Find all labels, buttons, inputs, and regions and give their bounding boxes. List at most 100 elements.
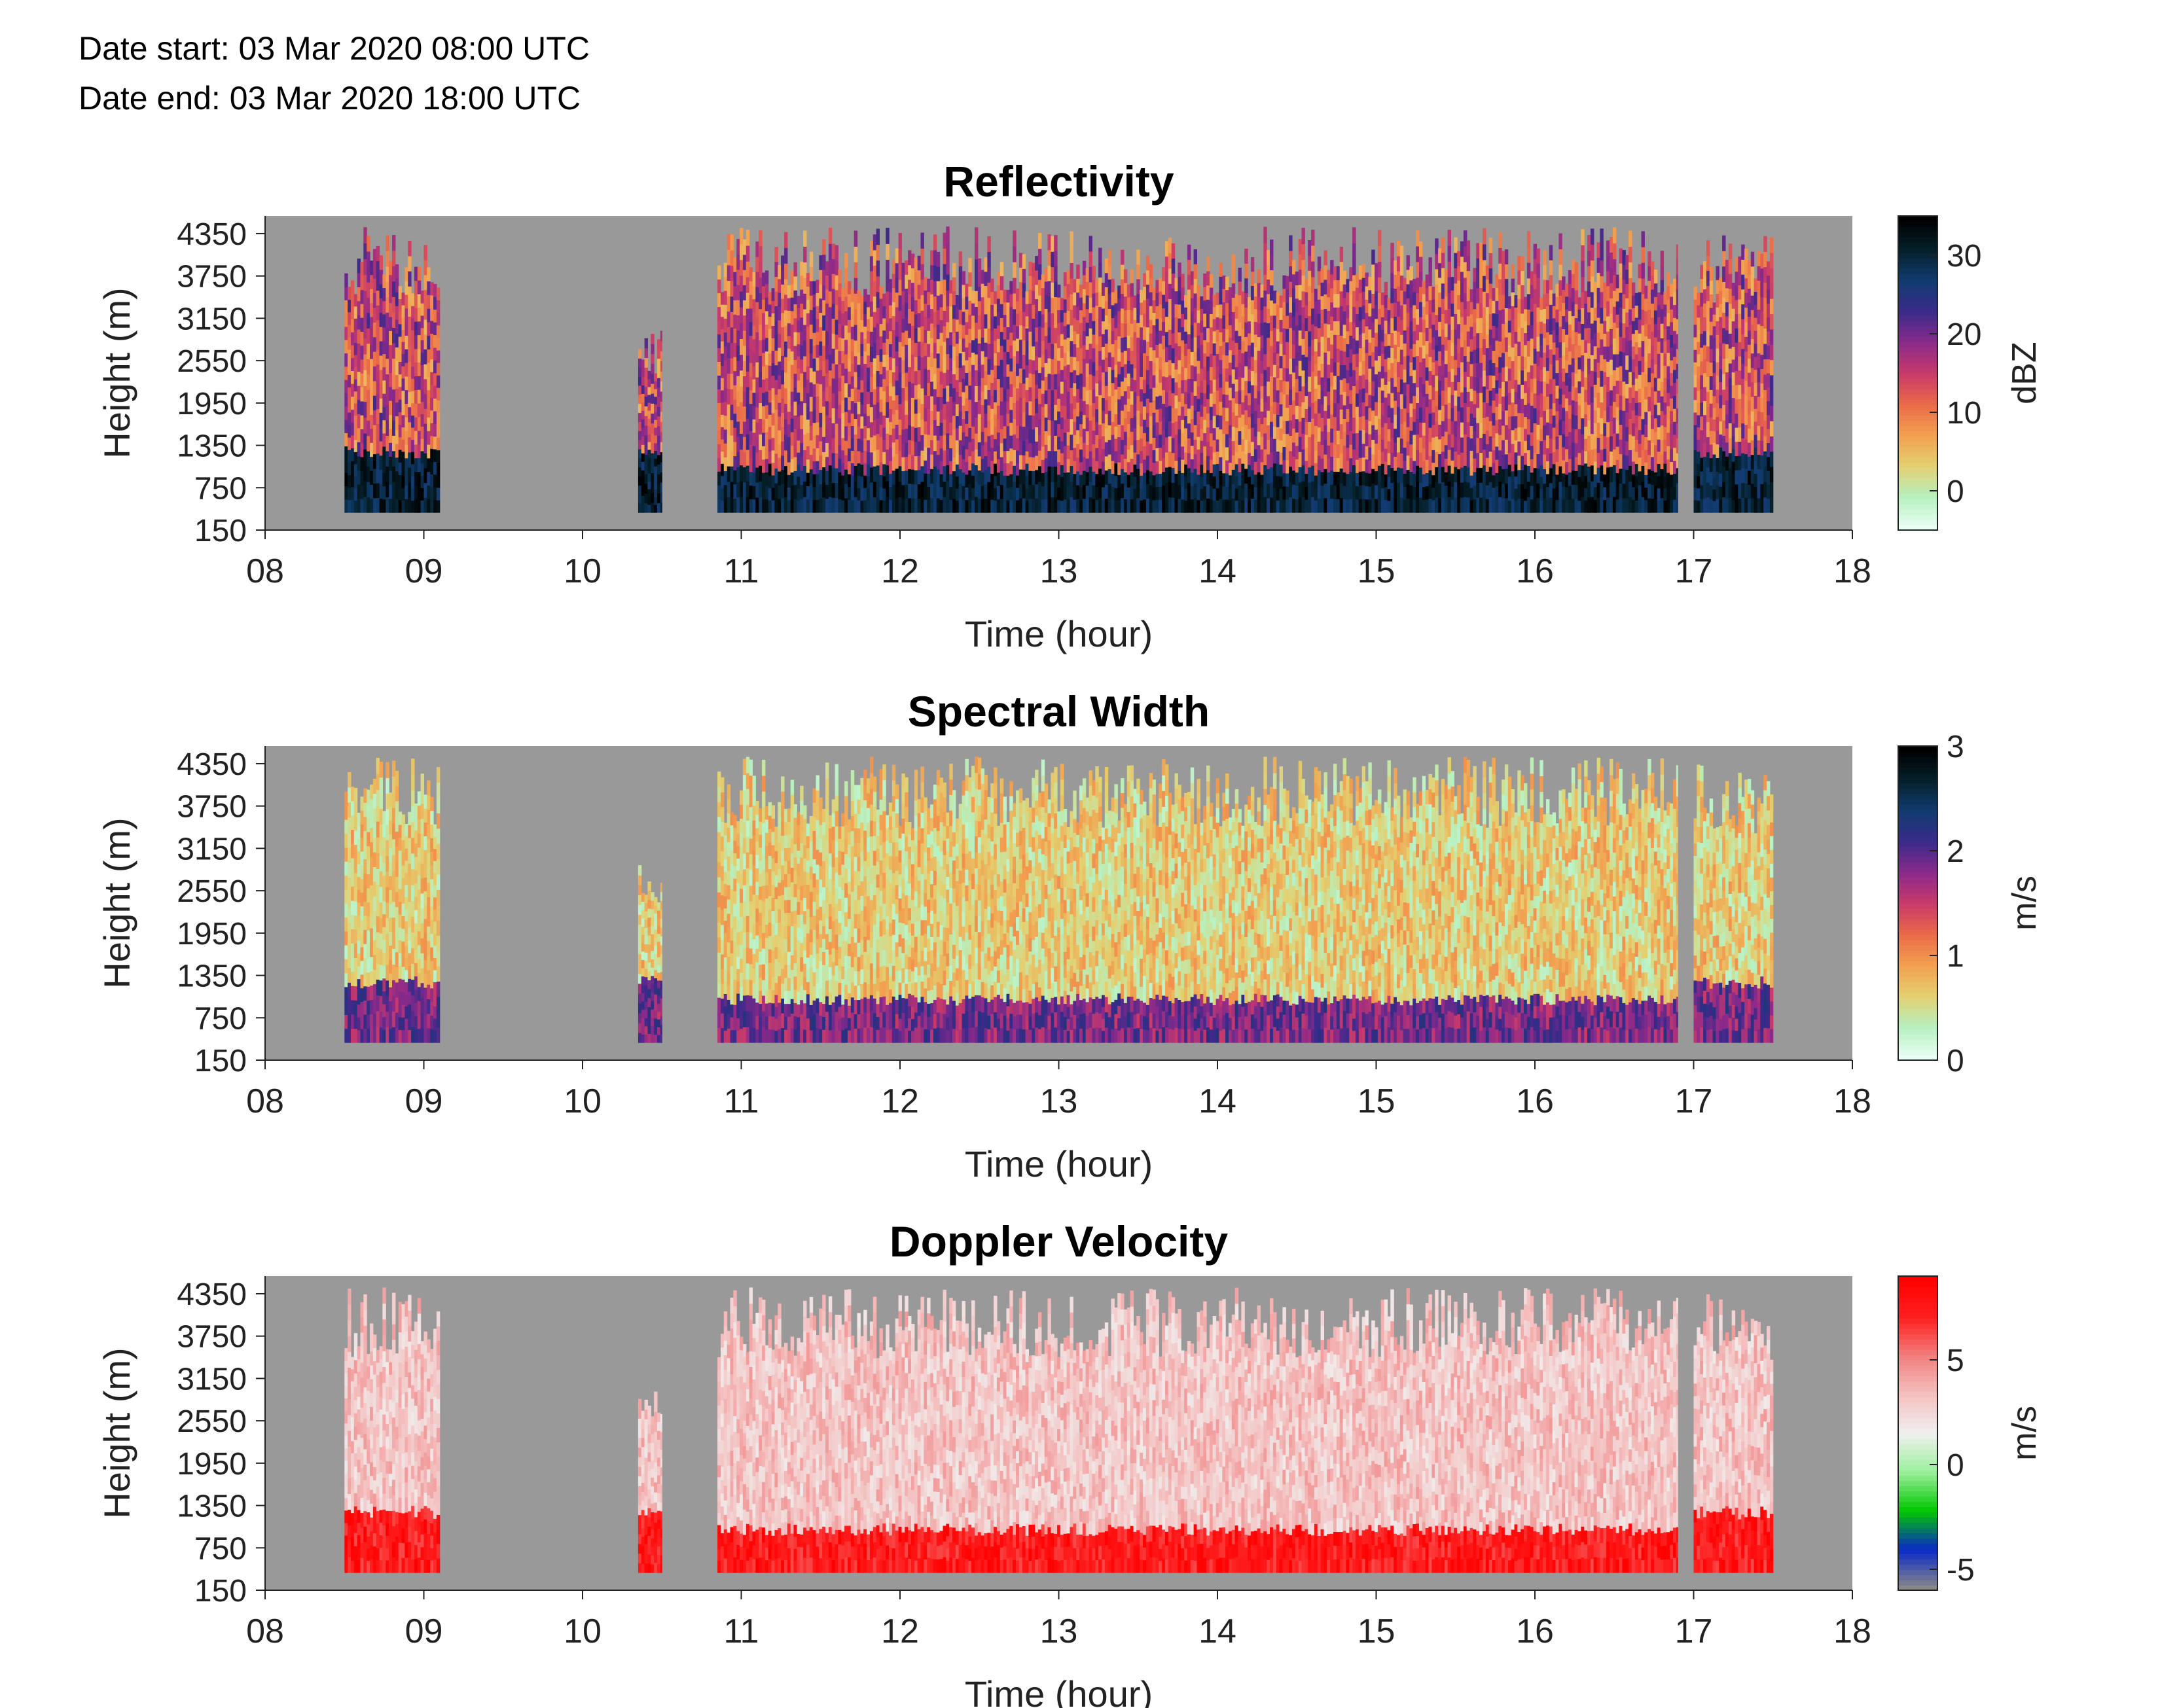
heatmap-cell — [389, 428, 393, 443]
heatmap-cell — [1174, 317, 1178, 330]
heatmap-cell — [920, 450, 924, 467]
heatmap-cell — [765, 458, 769, 472]
heatmap-cell — [353, 391, 358, 404]
heatmap-cell — [423, 289, 427, 305]
heatmap-cell — [771, 363, 775, 376]
heatmap-cell — [408, 406, 412, 423]
heatmap-cell — [1032, 332, 1035, 347]
heatmap-cell — [1171, 347, 1176, 364]
heatmap-cell — [901, 346, 905, 361]
heatmap-cell — [771, 338, 775, 351]
heatmap-cell — [831, 452, 836, 469]
heatmap-cell — [1171, 363, 1176, 378]
heatmap-cell — [968, 329, 972, 344]
heatmap-cell — [1441, 420, 1445, 436]
heatmap-cell — [939, 486, 943, 500]
heatmap-cell — [1197, 449, 1200, 463]
heatmap-cell — [1349, 349, 1353, 363]
heatmap-cell — [994, 426, 998, 440]
heatmap-cell — [1260, 423, 1264, 437]
heatmap-cell — [914, 300, 918, 315]
heatmap-cell — [1066, 364, 1071, 378]
heatmap-cell — [723, 262, 728, 277]
heatmap-cell — [1450, 368, 1454, 382]
heatmap-cell — [939, 319, 943, 333]
heatmap-cell — [1346, 279, 1350, 293]
heatmap-cell — [891, 428, 896, 443]
heatmap-cell — [1399, 497, 1404, 513]
heatmap-cell — [848, 499, 852, 513]
heatmap-cell — [1416, 277, 1420, 294]
heatmap-cell — [793, 346, 797, 360]
heatmap-cell — [1263, 401, 1267, 418]
heatmap-cell — [984, 441, 988, 456]
heatmap-cell — [382, 406, 386, 421]
heatmap-cell — [1257, 377, 1261, 391]
heatmap-cell — [1380, 427, 1385, 440]
heatmap-cell — [1428, 313, 1432, 329]
heatmap-cell — [793, 429, 797, 444]
heatmap-cell — [838, 404, 842, 419]
heatmap-cell — [1473, 363, 1477, 378]
heatmap-cell — [914, 470, 918, 485]
heatmap-cell — [955, 331, 960, 344]
heatmap-cell — [1394, 428, 1397, 443]
heatmap-cell — [357, 455, 361, 471]
heatmap-cell — [1330, 400, 1334, 415]
heatmap-cell — [420, 389, 424, 402]
heatmap-cell — [962, 378, 965, 393]
heatmap-cell — [1171, 318, 1176, 334]
heatmap-cell — [825, 429, 829, 443]
heatmap-cell — [790, 499, 795, 513]
heatmap-cell — [778, 389, 782, 403]
heatmap-cell — [414, 403, 418, 418]
heatmap-cell — [797, 344, 801, 357]
heatmap-cell — [987, 297, 991, 313]
heatmap-cell — [1298, 497, 1303, 513]
heatmap-cell — [1082, 498, 1087, 513]
heatmap-cell — [1248, 440, 1251, 454]
heatmap-cell — [1422, 345, 1426, 359]
heatmap-cell — [344, 300, 348, 314]
heatmap-cell — [1244, 293, 1248, 308]
heatmap-cell — [392, 235, 396, 251]
heatmap-cell — [1447, 277, 1451, 293]
heatmap-cell — [1327, 404, 1331, 419]
heatmap-cell — [768, 414, 772, 427]
heatmap-cell — [787, 285, 791, 298]
heatmap-cell — [1006, 438, 1010, 452]
heatmap-cell — [1003, 488, 1007, 501]
heatmap-cell — [1323, 366, 1327, 382]
heatmap-cell — [1123, 444, 1128, 459]
heatmap-cell — [1301, 307, 1305, 323]
heatmap-cell — [879, 412, 883, 425]
heatmap-cell — [990, 304, 994, 318]
heatmap-cell — [1466, 315, 1471, 332]
heatmap-cell — [1234, 452, 1239, 465]
heatmap-cell — [1133, 380, 1137, 393]
heatmap-cell — [1425, 472, 1430, 487]
heatmap-cell — [1289, 312, 1293, 329]
heatmap-cell — [920, 248, 924, 264]
heatmap-cell — [797, 368, 801, 381]
heatmap-cell — [1066, 283, 1071, 298]
heatmap-cell — [755, 287, 759, 302]
heatmap-cell — [1356, 327, 1359, 341]
heatmap-cell — [958, 367, 963, 383]
heatmap-cell — [1308, 376, 1312, 392]
heatmap-cell — [800, 498, 804, 513]
heatmap-cell — [901, 360, 905, 374]
heatmap-cell — [427, 308, 431, 323]
heatmap-cell — [1089, 451, 1092, 467]
heatmap-cell — [1308, 255, 1312, 271]
heatmap-cell — [1397, 331, 1401, 347]
heatmap-cell — [996, 459, 1001, 473]
heatmap-cell — [1457, 454, 1461, 470]
heatmap-cell — [357, 414, 361, 429]
heatmap-cell — [1263, 417, 1267, 434]
heatmap-cell — [1454, 467, 1458, 482]
heatmap-cell — [372, 497, 377, 513]
heatmap-cell — [1018, 425, 1023, 441]
heatmap-cell — [1356, 472, 1359, 487]
heatmap-cell — [1431, 299, 1435, 313]
